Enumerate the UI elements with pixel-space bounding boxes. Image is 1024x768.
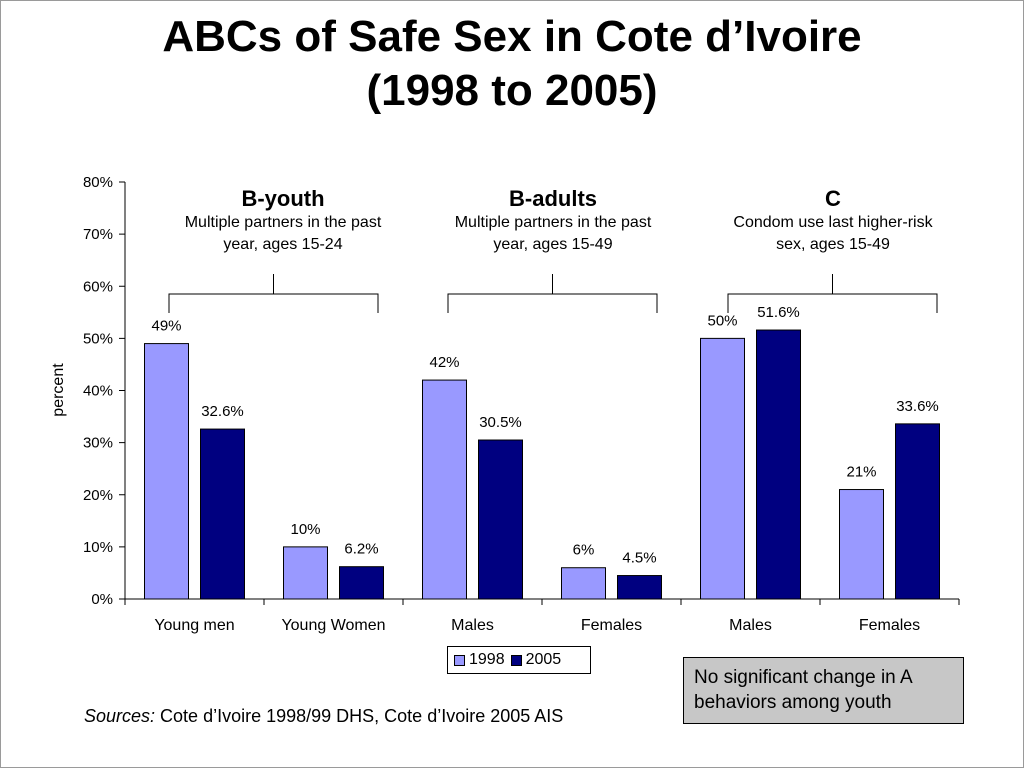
group-subtitle-line-1: Condom use last higher-risk	[733, 214, 933, 231]
group-label-b-youth: B-youth Multiple partners in the past ye…	[153, 186, 413, 256]
bar-1998	[144, 343, 189, 600]
x-tick-label: Young Women	[281, 617, 385, 634]
group-subtitle-line-2: sex, ages 15-49	[776, 236, 890, 253]
y-axis-title: percent	[50, 363, 67, 417]
note-box: No significant change in A behaviors amo…	[683, 657, 964, 724]
bar-2005	[895, 423, 940, 600]
bar-value-label: 30.5%	[479, 414, 522, 431]
y-tick-label: 10%	[83, 539, 113, 556]
bar-2005	[756, 329, 801, 600]
bar-1998	[561, 567, 606, 600]
bar-value-label: 42%	[429, 354, 459, 371]
bar-2005	[200, 428, 245, 600]
group-subtitle-line-1: Multiple partners in the past	[184, 214, 382, 231]
y-tick-label: 60%	[83, 278, 113, 295]
bar-value-label: 10%	[290, 521, 320, 538]
bar-1998	[839, 489, 884, 600]
legend-swatch-2005	[510, 654, 522, 666]
legend-label-1998: 1998	[469, 651, 505, 668]
chart-legend: 1998 2005	[447, 646, 591, 674]
group-label-c: C Condom use last higher-risk sex, ages …	[703, 186, 963, 256]
group-subtitle-line-2: year, ages 15-24	[223, 236, 343, 253]
group-title: B-adults	[509, 186, 597, 211]
y-tick-label: 20%	[83, 487, 113, 504]
title-line-2: (1998 to 2005)	[366, 66, 658, 115]
bar-value-label: 6.2%	[344, 541, 378, 558]
group-subtitle-line-2: year, ages 15-49	[493, 236, 613, 253]
x-tick-label: Males	[729, 617, 772, 634]
group-title: B-youth	[241, 186, 325, 211]
bar-2005	[617, 575, 662, 600]
bar-value-label: 4.5%	[622, 550, 656, 567]
bar-1998	[700, 337, 745, 600]
y-tick-label: 50%	[83, 330, 113, 347]
bar-value-label: 6%	[573, 542, 595, 559]
sources-label: Sources:	[84, 706, 156, 726]
bar-value-label: 33.6%	[896, 398, 939, 415]
y-tick-label: 70%	[83, 226, 113, 243]
group-bracket	[168, 293, 379, 313]
y-tick-label: 80%	[83, 174, 113, 191]
group-subtitle-line-1: Multiple partners in the past	[454, 214, 652, 231]
bar-1998	[422, 379, 467, 600]
bar-2005	[339, 566, 384, 600]
sources-line: Sources: Cote d’Ivoire 1998/99 DHS, Cote…	[84, 706, 563, 727]
legend-swatch-1998	[454, 654, 465, 666]
x-tick-label: Young men	[154, 617, 234, 634]
bar-2005	[478, 439, 523, 600]
bar-value-label: 32.6%	[201, 403, 244, 420]
sources-text: Cote d’Ivoire 1998/99 DHS, Cote d’Ivoire…	[155, 706, 564, 726]
title-line-1: ABCs of Safe Sex in Cote d’Ivoire	[162, 12, 862, 61]
bar-value-label: 50%	[707, 312, 737, 329]
group-label-b-adults: B-adults Multiple partners in the past y…	[423, 186, 683, 256]
x-tick-label: Females	[859, 617, 920, 634]
x-tick-label: Males	[451, 617, 494, 634]
y-tick-label: 30%	[83, 435, 113, 452]
y-tick-label: 0%	[91, 591, 113, 608]
y-tick-label: 40%	[83, 383, 113, 400]
legend-label-2005: 2005	[525, 651, 562, 668]
legend-item-2005: 2005	[510, 651, 562, 669]
bar-value-label: 51.6%	[757, 304, 800, 321]
group-bracket	[447, 293, 658, 313]
group-title: C	[825, 186, 841, 211]
legend-item-1998: 1998	[454, 651, 505, 669]
slide-title: ABCs of Safe Sex in Cote d’Ivoire (1998 …	[0, 10, 1024, 118]
x-tick-label: Females	[581, 617, 642, 634]
bar-value-label: 21%	[846, 464, 876, 481]
bar-value-label: 49%	[151, 318, 181, 335]
bar-1998	[283, 546, 328, 600]
